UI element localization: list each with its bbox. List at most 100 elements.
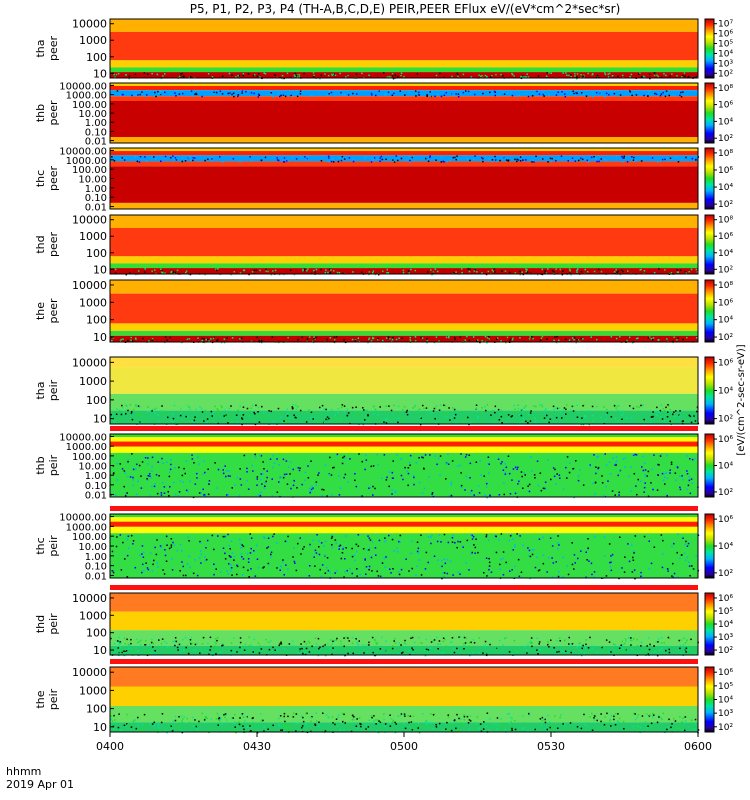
panel-frame xyxy=(109,279,699,343)
fill-value-strip xyxy=(110,585,698,590)
y-tick-label: 1000 xyxy=(79,296,107,309)
y-tick-label: 10000 xyxy=(72,356,107,369)
colorbar xyxy=(704,147,715,210)
y-tick-label: 10000 xyxy=(72,214,107,227)
colorbar-tick-label: 10² xyxy=(718,723,733,733)
colorbar xyxy=(704,82,715,144)
panel-the-peer: 10 100 1000 10000 the peer 10² 10⁴ 10⁶ 10⁸ xyxy=(34,279,733,344)
colorbar-tick-label: 10⁴ xyxy=(718,542,733,552)
y-tick-label: 10.00 xyxy=(78,175,107,186)
y-tick-label: 1.00 xyxy=(85,184,107,195)
fill-value-strip xyxy=(110,659,698,664)
y-tick-label: 10 xyxy=(93,413,107,426)
y-tick-label: 1.00 xyxy=(85,552,107,563)
y-tick-label: 1.00 xyxy=(85,471,107,482)
spectrogram-image xyxy=(110,83,698,143)
panel-probe-label: thd xyxy=(34,615,47,633)
colorbar-tick-label: 10³ xyxy=(718,59,733,69)
spectrogram-image xyxy=(110,434,699,499)
y-tick-label: 0.10 xyxy=(85,127,107,138)
colorbar-tick-label: 10⁴ xyxy=(718,462,733,472)
y-tick-label: 1000 xyxy=(79,230,107,243)
y-tick-label: 1000 xyxy=(79,609,107,622)
panel-frame xyxy=(109,356,699,425)
panel-instrument-label: peer xyxy=(47,232,60,258)
y-tick-label: 1000.00 xyxy=(66,156,107,167)
colorbar-tick-label: 10⁶ xyxy=(718,435,733,445)
y-tick-label: 100.00 xyxy=(72,165,107,176)
y-tick-label: 1000.00 xyxy=(66,522,107,533)
colorbar-tick-label: 10⁴ xyxy=(718,49,733,59)
y-tick-label: 100 xyxy=(86,627,107,640)
y-tick-label: 10000.00 xyxy=(59,81,107,92)
colorbar-tick-label: 10⁶ xyxy=(718,30,733,40)
panel-instrument-label: peer xyxy=(47,166,60,192)
y-tick-label: 10000 xyxy=(72,279,107,292)
colorbar-tick-label: 10⁶ xyxy=(718,594,733,604)
colorbar xyxy=(704,279,715,343)
y-tick-label: 100.00 xyxy=(72,100,107,111)
x-tick-label: 0500 xyxy=(390,740,418,753)
panel-probe-label: thd xyxy=(34,235,47,253)
y-tick-label: 1000 xyxy=(79,684,107,697)
y-tick-label: 0.10 xyxy=(85,193,107,204)
x-axis: 0400 0430 0500 0530 0600 xyxy=(96,732,712,753)
y-tick-label: 100 xyxy=(86,51,107,64)
x-tick-label: 0600 xyxy=(684,740,712,753)
y-tick-label: 10 xyxy=(93,331,107,344)
panel-instrument-label: peer xyxy=(47,298,60,324)
fill-value-strip xyxy=(110,506,698,511)
y-tick-label: 10000.00 xyxy=(59,146,107,157)
y-tick-label: 100.00 xyxy=(72,452,107,463)
y-tick-label: 100 xyxy=(86,314,107,327)
colorbar-label: [eV/(cm^2-sec-sr-eV)] xyxy=(736,344,747,455)
colorbar-tick-label: 10⁸ xyxy=(718,84,733,94)
y-tick-label: 10.00 xyxy=(78,462,107,473)
y-tick-label: 10000.00 xyxy=(59,513,107,524)
y-tick-label: 0.01 xyxy=(85,571,107,582)
spectrogram-image xyxy=(110,357,700,426)
panel-probe-label: the xyxy=(34,302,47,320)
y-tick-label: 10000 xyxy=(72,592,107,605)
panel-probe-label: tha xyxy=(34,39,47,57)
panel-frame xyxy=(109,592,699,656)
panel-instrument-label: peer xyxy=(47,100,60,126)
spectrogram-image xyxy=(110,215,699,276)
y-tick-label: 10000 xyxy=(72,666,107,679)
spectrogram-image xyxy=(110,667,700,734)
x-tick-label: 0530 xyxy=(537,740,565,753)
colorbar-tick-label: 10⁶ xyxy=(718,101,733,111)
colorbar-tick-label: 10⁸ xyxy=(718,149,733,159)
colorbar-tick-label: 10² xyxy=(718,569,733,579)
colorbar-tick-label: 10² xyxy=(718,333,733,343)
colorbar xyxy=(704,18,715,79)
colorbar xyxy=(704,433,715,498)
colorbar-tick-label: 10⁶ xyxy=(718,358,733,368)
fill-value-strip xyxy=(110,426,698,431)
y-tick-label: 1.00 xyxy=(85,118,107,129)
y-tick-label: 0.10 xyxy=(85,562,107,573)
colorbar xyxy=(704,214,715,275)
colorbar-tick-label: 10⁴ xyxy=(718,620,733,630)
x-tick-label: 0430 xyxy=(243,740,271,753)
colorbar-tick-label: 10³ xyxy=(718,709,733,719)
y-tick-label: 10000.00 xyxy=(59,433,107,444)
panel-instrument-label: peir xyxy=(47,379,60,401)
panel-the-peir: 10 100 1000 10000 the peir 10² 10³ 10⁴ 10⁵ 10⁶ xyxy=(34,659,733,734)
panel-instrument-label: peir xyxy=(47,535,60,557)
colorbar-tick-label: 10⁴ xyxy=(718,117,733,127)
panel-instrument-label: peer xyxy=(47,36,60,62)
y-tick-label: 0.10 xyxy=(85,481,107,492)
panel-probe-label: tha xyxy=(34,381,47,399)
y-tick-label: 1000.00 xyxy=(66,442,107,453)
y-tick-label: 10 xyxy=(93,263,107,276)
colorbar-tick-label: 10⁴ xyxy=(718,696,733,706)
panel-probe-label: thc xyxy=(34,537,47,554)
colorbar-tick-label: 10⁶ xyxy=(718,232,733,242)
colorbar-tick-label: 10⁴ xyxy=(718,249,733,259)
y-tick-label: 10.00 xyxy=(78,109,107,120)
